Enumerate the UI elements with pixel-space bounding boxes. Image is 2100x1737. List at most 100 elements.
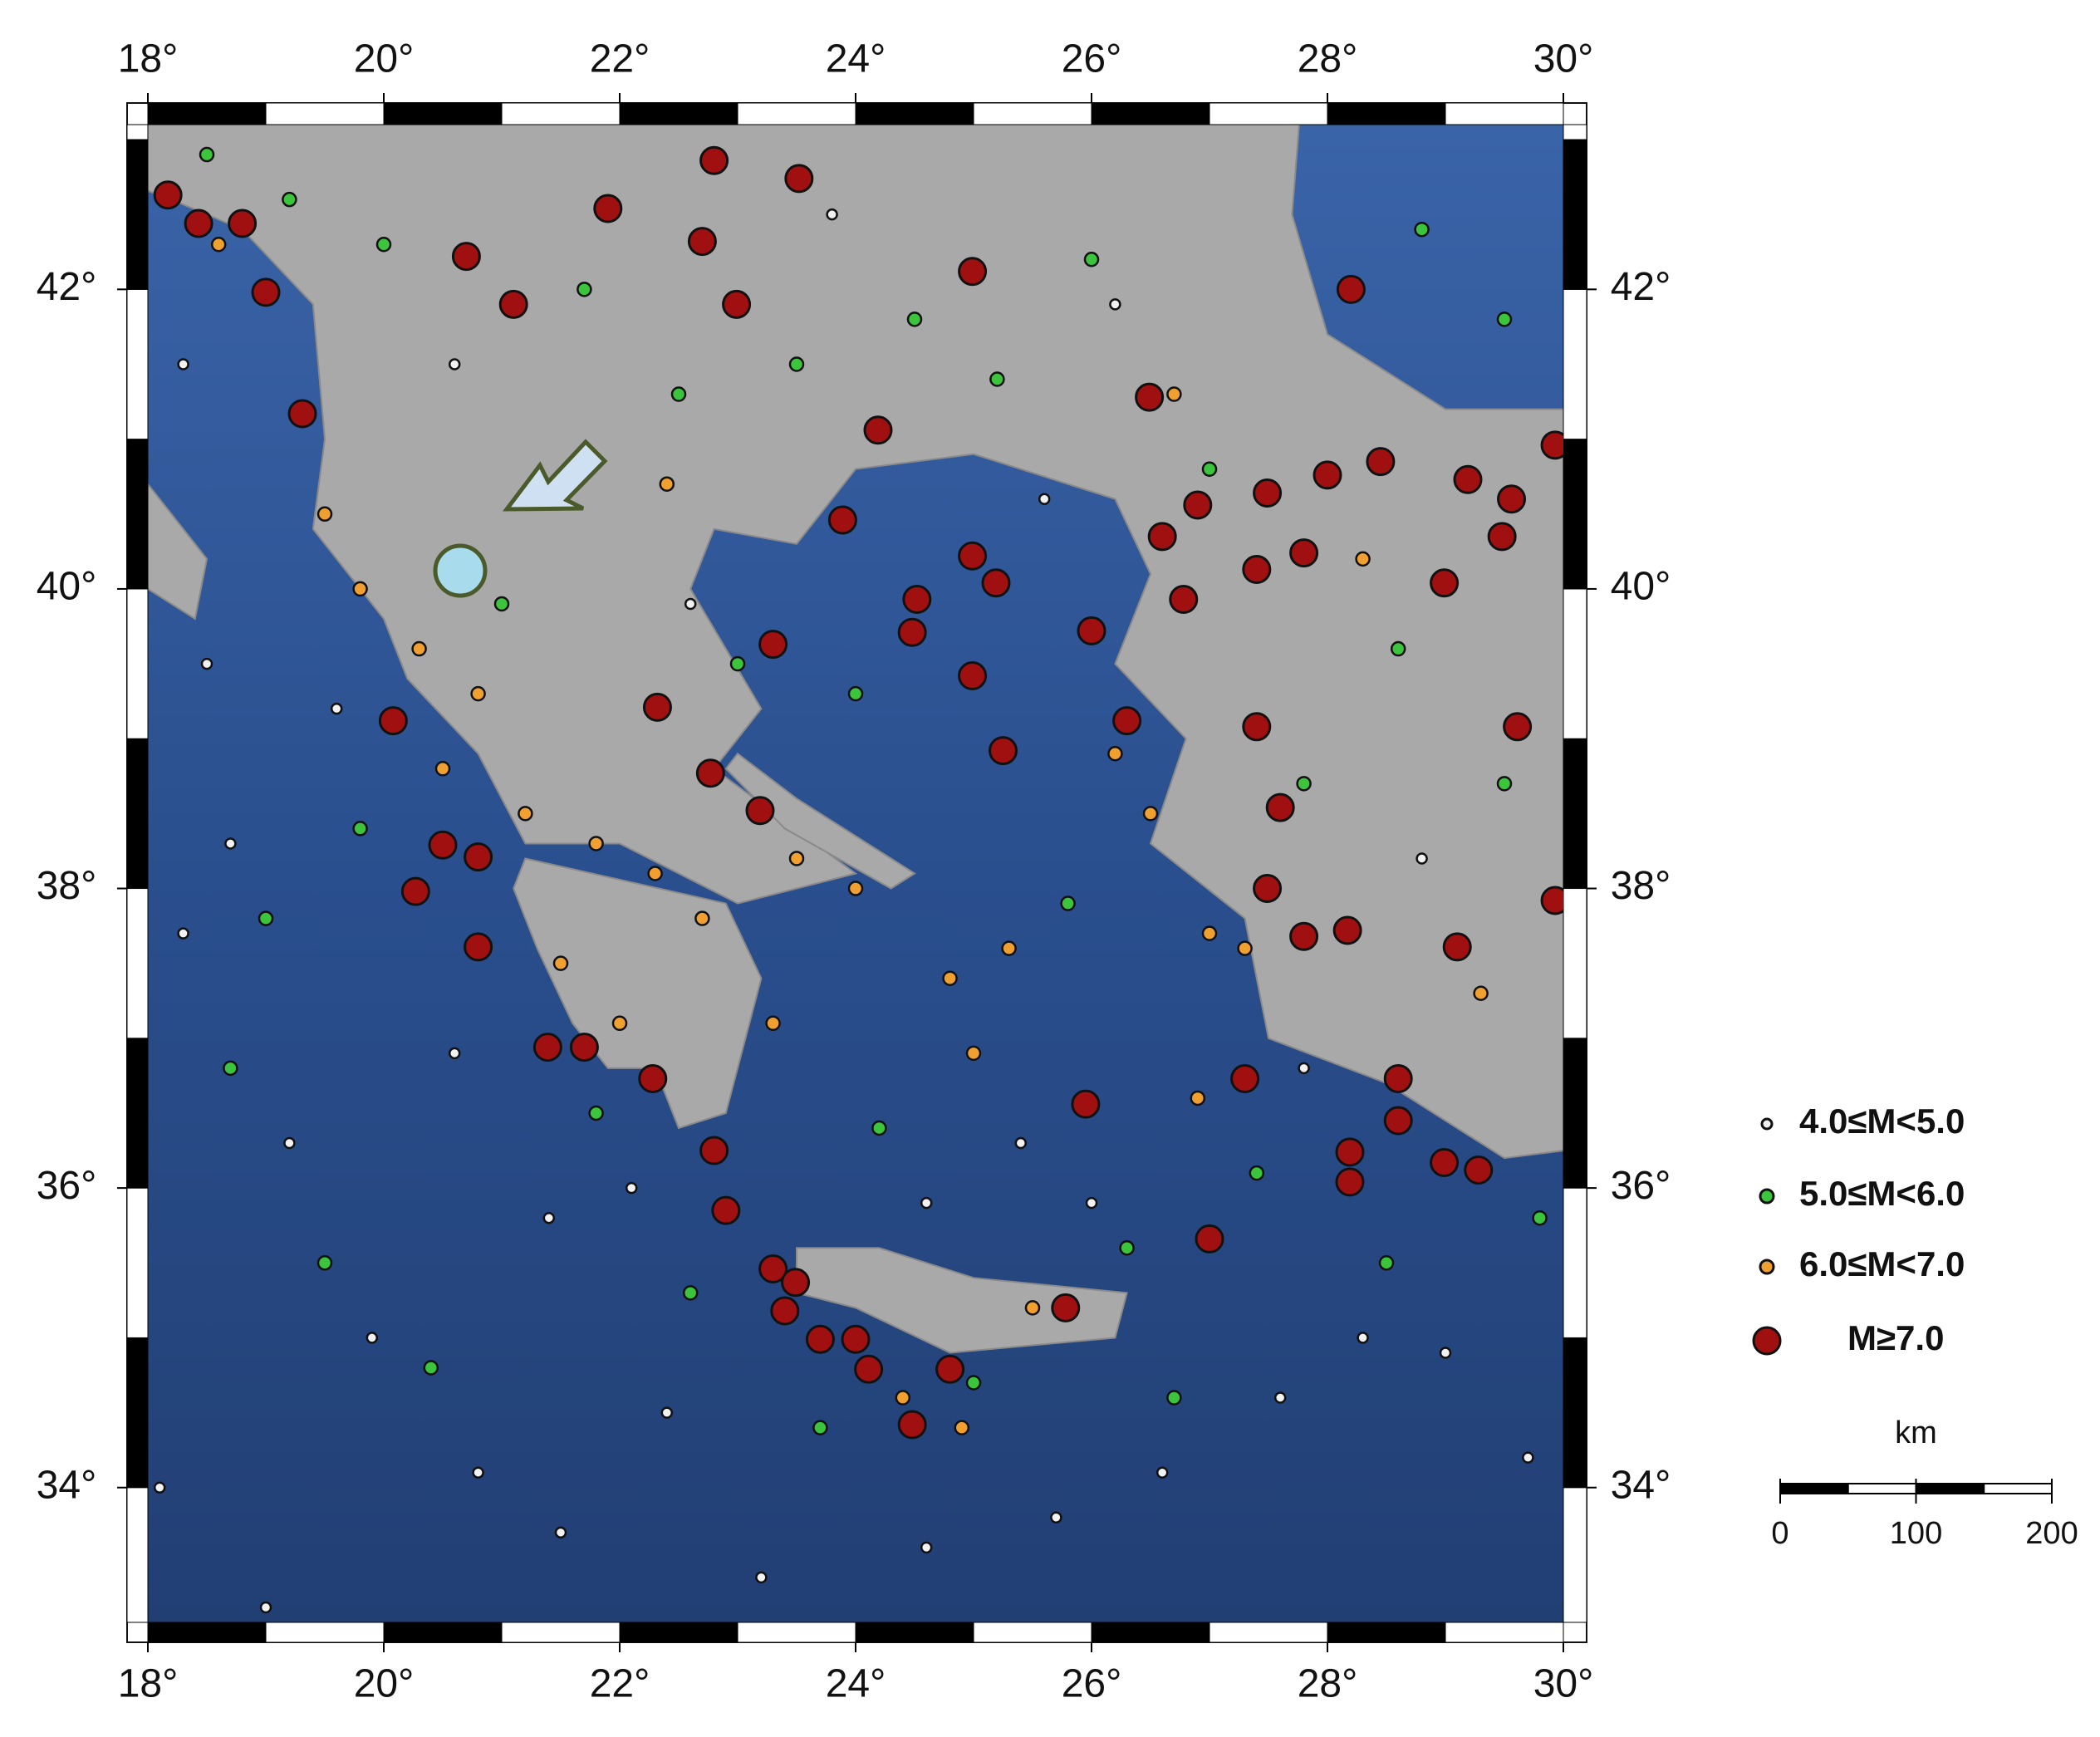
frame-bar: [126, 738, 149, 890]
land: [148, 125, 1563, 1354]
y-tick-label: 38°: [37, 864, 97, 908]
frame-bar: [1209, 1622, 1328, 1643]
event: [411, 640, 427, 657]
frame-bar: [265, 1622, 385, 1643]
event: [330, 702, 343, 715]
event: [847, 881, 864, 896]
event: [532, 1033, 562, 1062]
event: [1077, 616, 1106, 645]
frame-bar: [126, 1337, 149, 1489]
x-tick-label: 26°: [1062, 1662, 1122, 1706]
event: [1190, 1090, 1206, 1106]
event: [259, 1601, 272, 1614]
event: [223, 1060, 238, 1077]
x-tick-label: 24°: [826, 37, 886, 81]
event: [464, 842, 493, 872]
y-tick-label: 38°: [1611, 864, 1671, 908]
event: [1473, 985, 1489, 1001]
legend-label: 6.0≤M<7.0: [1799, 1244, 1965, 1283]
event: [1378, 1255, 1395, 1271]
event: [577, 282, 592, 297]
landmass: [148, 483, 209, 621]
event: [1332, 915, 1362, 945]
event: [895, 1390, 911, 1406]
event: [1024, 1300, 1041, 1316]
event: [177, 927, 189, 940]
event: [1298, 1062, 1310, 1075]
frame-bar: [1563, 888, 1587, 1039]
frame-bar: [1327, 1622, 1446, 1643]
event: [1289, 538, 1319, 568]
event: [711, 1195, 741, 1225]
frame-bar: [126, 1038, 149, 1189]
event: [378, 706, 408, 736]
event: [1071, 1089, 1101, 1119]
event: [448, 358, 461, 370]
event: [1439, 1347, 1452, 1359]
event: [224, 837, 237, 850]
event: [1497, 484, 1527, 514]
event: [1357, 1332, 1369, 1344]
event: [1183, 490, 1213, 520]
event: [1201, 461, 1218, 477]
y-tick-label: 36°: [37, 1164, 97, 1208]
event: [448, 1047, 461, 1060]
event: [1169, 585, 1199, 615]
event: [569, 1033, 599, 1062]
event: [1253, 478, 1283, 508]
event: [826, 208, 838, 221]
event: [282, 191, 297, 208]
legend-swatch: [1760, 1117, 1774, 1131]
event: [841, 1324, 871, 1354]
frame-bar: [1091, 102, 1210, 125]
event: [287, 399, 317, 429]
event: [770, 1296, 800, 1326]
event: [902, 585, 932, 615]
frame-bar: [1563, 1038, 1587, 1189]
legend-label: 4.0≤M<5.0: [1799, 1102, 1965, 1141]
legend: 4.0≤M<5.0 5.0≤M<6.0 6.0≤M<7.0 M≥7.0: [1752, 1102, 1965, 1357]
event: [827, 505, 857, 535]
scale-segment: [1983, 1483, 2053, 1494]
event: [699, 145, 729, 175]
event: [1038, 493, 1051, 505]
annotation: [433, 439, 608, 598]
event: [1496, 312, 1513, 327]
scale-segment: [1915, 1483, 1985, 1494]
event: [954, 1420, 970, 1435]
legend-label: 5.0≤M<6.0: [1799, 1174, 1965, 1213]
legend-swatch: [1759, 1188, 1775, 1205]
event: [642, 692, 672, 722]
frame-bars: [126, 102, 1587, 1643]
event: [1147, 522, 1177, 552]
event: [863, 415, 893, 445]
scale-tick-label: 200: [2025, 1516, 2078, 1551]
frame-bar: [501, 102, 621, 125]
frame-bar: [383, 1622, 503, 1643]
frame-bar: [619, 1622, 738, 1643]
event: [428, 830, 458, 860]
event: [434, 761, 451, 777]
event: [788, 851, 805, 866]
event: [965, 1375, 982, 1391]
event: [1051, 1293, 1081, 1322]
arrow: [502, 439, 608, 512]
event: [1335, 1167, 1365, 1197]
x-tick-label: 20°: [354, 37, 415, 81]
event: [1442, 932, 1472, 962]
event: [871, 1120, 887, 1136]
y-tick-label: 42°: [37, 265, 97, 309]
event: [1060, 895, 1076, 911]
scale-segment: [1847, 1483, 1917, 1494]
frame-bar: [1563, 1487, 1587, 1623]
frame-bar: [501, 1622, 621, 1643]
event: [935, 1354, 965, 1384]
event: [1383, 1064, 1413, 1094]
scale-segment: [1779, 1483, 1849, 1494]
event: [493, 596, 510, 612]
event: [251, 277, 281, 307]
event: [228, 209, 258, 238]
frame-bar: [1445, 102, 1564, 125]
event: [722, 289, 752, 319]
event: [1312, 460, 1342, 490]
